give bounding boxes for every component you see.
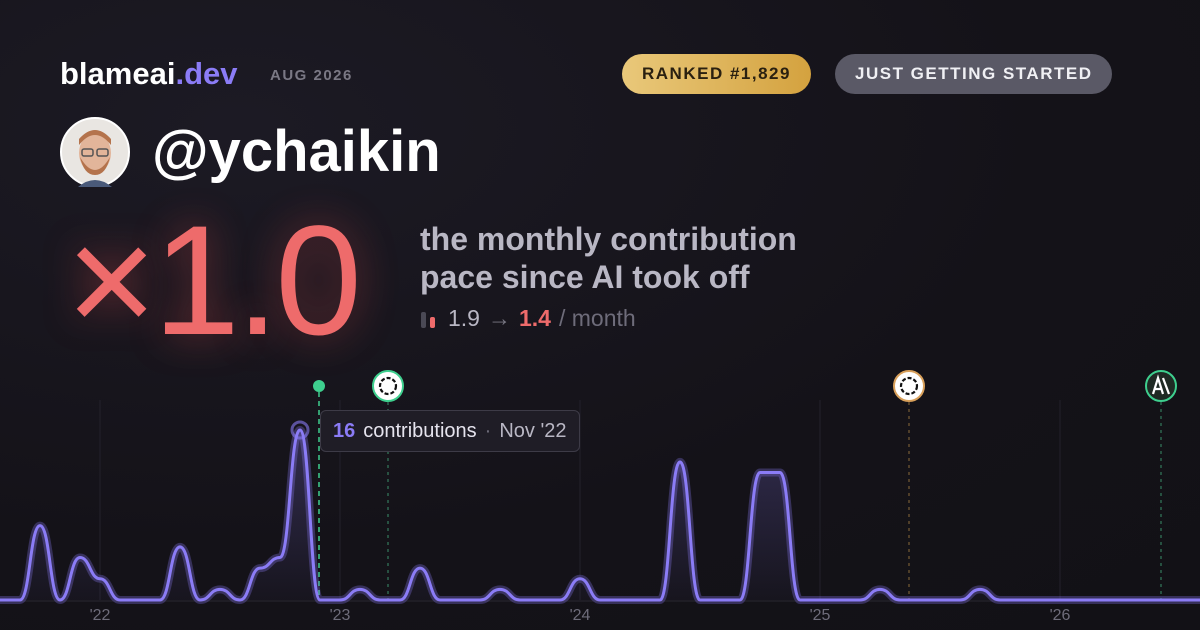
line — [0, 428, 1200, 602]
username: @ychaikin — [152, 119, 441, 184]
event-icon-glyph — [378, 376, 398, 396]
x-tick-label: '25 — [810, 607, 831, 624]
x-tick-label: '26 — [1050, 607, 1071, 624]
avatar — [60, 117, 130, 187]
event-markers — [372, 370, 1177, 600]
status-badge: JUST GETTING STARTED — [835, 54, 1113, 94]
tooltip-value: 16 — [333, 420, 356, 442]
event-icon-glyph — [1151, 374, 1171, 395]
area — [0, 430, 1200, 600]
pace-unit: / month — [558, 305, 636, 331]
x-tick-label: '23 — [330, 607, 351, 624]
brand-tld: .dev — [175, 56, 238, 91]
x-tick-label: '22 — [90, 607, 111, 624]
event-icon — [372, 370, 404, 402]
event-icon-glyph — [899, 376, 919, 396]
event-dot — [313, 380, 325, 392]
period: AUG 2026 — [270, 67, 353, 84]
tooltip-label: contributions — [363, 420, 477, 442]
description: the monthly contribution pace since AI to… — [420, 220, 797, 296]
pace-before: 1.9 — [448, 305, 480, 331]
tooltip-separator: · — [484, 420, 492, 442]
highlight-point — [290, 420, 310, 440]
rank-badge: RANKED #1,829 — [622, 54, 811, 94]
brand-name: blameai — [60, 56, 176, 91]
description-line: pace since AI took off — [420, 259, 750, 295]
tooltip-date: Nov '22 — [499, 420, 567, 442]
event-icon — [893, 370, 925, 402]
x-tick-label: '24 — [570, 607, 591, 624]
multiplier: ×1.0 — [66, 194, 362, 368]
pace-arrow: → — [487, 305, 511, 331]
description-line: the monthly contribution — [420, 221, 797, 257]
pace-icon — [421, 311, 435, 328]
pace-after: 1.4 — [518, 305, 551, 331]
brand: blameai.dev — [60, 56, 237, 92]
pace-stats: 1.9 → 1.4 / month — [420, 305, 636, 332]
tooltip: 16 contributions · Nov '22 — [320, 410, 580, 452]
